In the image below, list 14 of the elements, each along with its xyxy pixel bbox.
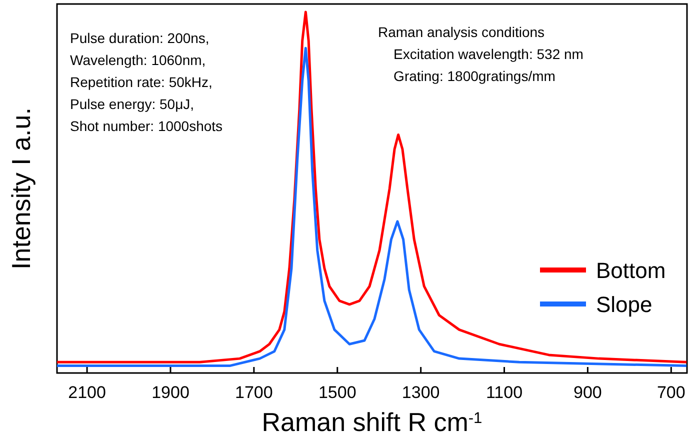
x-tick-label: 1500	[318, 383, 356, 402]
y-axis-title: Intensity I a.u.	[6, 108, 36, 270]
x-tick-label: 1300	[402, 383, 440, 402]
x-tick-label: 900	[574, 383, 602, 402]
annotation: Raman analysis conditions Excitation wavelength: 532 nm Grating: 1800gratings/mm	[378, 24, 584, 84]
x-tick-label: 1900	[152, 383, 190, 402]
legend-label: Slope	[596, 292, 652, 317]
x-axis-title: Raman shift R cm$^{-1}$	[262, 407, 482, 437]
annotation: Pulse duration: 200ns, Wavelength: 1060nm, Repetition rate: 50kHz, Pulse energy: 50μJ, Shot number: 1000shots	[70, 30, 223, 134]
legend-label: Bottom	[596, 258, 666, 283]
x-tick-label: 700	[656, 383, 686, 402]
x-tick-label: 1700	[235, 383, 273, 402]
x-tick-label: 1100	[486, 383, 523, 402]
x-tick-label: 2100	[68, 383, 106, 402]
